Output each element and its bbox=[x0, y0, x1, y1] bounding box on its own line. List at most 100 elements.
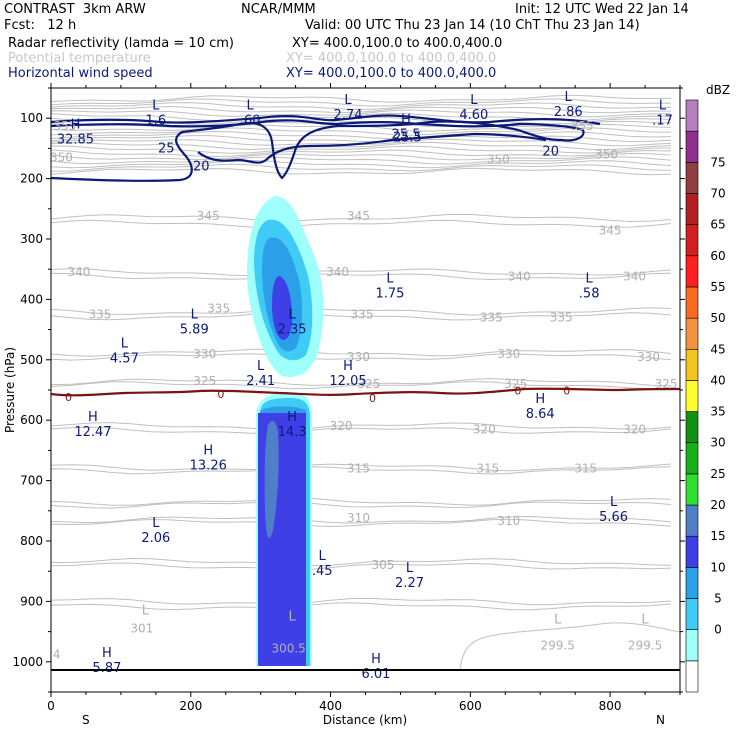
center-title: NCAR/MMM bbox=[241, 2, 316, 17]
theta-label: 340 bbox=[68, 265, 91, 279]
theta-contour-line bbox=[51, 426, 672, 435]
theta-label: 315 bbox=[347, 462, 370, 476]
theta-contour-line bbox=[51, 463, 672, 472]
extremum-value: 1.6 bbox=[145, 114, 166, 129]
colorbar-label: 20 bbox=[710, 498, 725, 512]
reflectivity-upper-20dbz bbox=[272, 276, 293, 340]
colorbar-swatch bbox=[685, 598, 699, 630]
colorbar-label: 30 bbox=[710, 436, 725, 450]
colorbar-label: 0 bbox=[714, 623, 722, 637]
colorbar-unit: dBZ bbox=[706, 83, 730, 97]
theta-contour-line bbox=[51, 515, 672, 524]
extremum-marker: L bbox=[406, 561, 414, 576]
theta-label: 335 bbox=[550, 311, 573, 325]
extremum-marker: L bbox=[288, 610, 296, 625]
extremum-value: 12.47 bbox=[74, 425, 111, 440]
colorbar-swatch bbox=[685, 660, 699, 693]
extremum-value: 25.5 bbox=[392, 127, 421, 142]
valid-time: Valid: 00 UTC Thu 23 Jan 14 (10 ChT Thu … bbox=[305, 18, 640, 33]
theta-label: 330 bbox=[497, 347, 520, 361]
extremum-marker: H bbox=[535, 392, 545, 407]
theta-contour-line bbox=[51, 130, 672, 140]
theta-label: 350 bbox=[487, 152, 510, 166]
theta-label: 310 bbox=[497, 514, 520, 528]
theta-label: 330 bbox=[347, 350, 370, 364]
extremum-value: 2.27 bbox=[395, 576, 424, 591]
theta-contour-line bbox=[51, 94, 672, 103]
theta-label: 330 bbox=[637, 350, 660, 364]
colorbar-swatch bbox=[685, 567, 699, 599]
colorbar-swatch bbox=[685, 473, 699, 506]
theta-contour-line bbox=[51, 268, 672, 277]
theta-label: 335 bbox=[88, 308, 111, 322]
extremum-marker: H bbox=[71, 117, 81, 132]
colorbar-swatch bbox=[685, 99, 699, 132]
extremum-marker: L bbox=[121, 337, 129, 352]
colorbar-swatch bbox=[685, 317, 699, 350]
theta-label: 315 bbox=[476, 462, 499, 476]
theta-label: 345 bbox=[347, 209, 370, 223]
freezing-level-label: 0 bbox=[369, 392, 376, 405]
field-reflectivity-xy: XY= 400.0,100.0 to 400.0,400.0 bbox=[292, 36, 503, 51]
theta-label: 305 bbox=[372, 558, 395, 572]
x-tick-label: 800 bbox=[599, 699, 622, 713]
theta-label: 345 bbox=[599, 224, 622, 238]
colorbar: 0 5 10 15 20 25 30 35 40 45 50 55 60 65 70 75 bbox=[685, 99, 726, 693]
extremum-value: 2.86 bbox=[554, 105, 583, 120]
theta-contour-line bbox=[51, 159, 672, 169]
colorbar-label: 25 bbox=[710, 467, 725, 481]
colorbar-swatch bbox=[685, 162, 699, 194]
extremum-value: 32.85 bbox=[57, 132, 94, 147]
y-tick-label: 100 bbox=[20, 111, 43, 125]
theta-label: 350 bbox=[595, 147, 618, 161]
extremum-value: 5.66 bbox=[599, 510, 628, 525]
extremum-value: 2.06 bbox=[141, 531, 170, 546]
theta-label: 340 bbox=[508, 269, 531, 283]
theta-contour-line bbox=[51, 163, 672, 172]
extremum-value: 5.87 bbox=[92, 661, 121, 676]
extremum-marker: L bbox=[319, 549, 327, 564]
colorbar-swatch bbox=[685, 442, 699, 475]
freezing-level-label: 0 bbox=[217, 388, 224, 401]
theta-contour-line bbox=[51, 156, 672, 165]
extremum-value: 8.64 bbox=[526, 407, 555, 422]
theta-label: 300.5 bbox=[271, 642, 305, 656]
y-tick-label: 300 bbox=[20, 232, 43, 246]
extremum-marker: H bbox=[343, 359, 353, 374]
wind-speed-label: 25 bbox=[158, 141, 175, 156]
init-time: Init: 12 UTC Wed 22 Jan 14 bbox=[515, 2, 689, 17]
theta-contour-line bbox=[51, 312, 672, 321]
y-tick-label: 800 bbox=[20, 534, 43, 548]
extremum-marker: L bbox=[288, 308, 296, 323]
theta-contour-line bbox=[51, 597, 672, 606]
extremum-value: 2.35 bbox=[278, 323, 307, 338]
extremum-value: 12.05 bbox=[329, 374, 366, 389]
extremum-marker: L bbox=[247, 99, 255, 114]
theta-contour-line bbox=[51, 213, 672, 223]
colorbar-label: 10 bbox=[710, 560, 725, 574]
wind-speed-label: 20 bbox=[542, 144, 559, 159]
y-tick-label: 400 bbox=[20, 292, 43, 306]
extremum-marker: L bbox=[641, 613, 649, 628]
wind-speed-label: 20 bbox=[193, 160, 210, 175]
potential-temperature-contours bbox=[51, 94, 680, 671]
theta-label: 340 bbox=[326, 265, 349, 279]
extremum-marker: H bbox=[102, 646, 112, 661]
field-wind-xy: XY= 400.0,100.0 to 400.0,400.0 bbox=[286, 66, 497, 81]
theta-contour-line bbox=[51, 557, 672, 567]
theta-label: 310 bbox=[347, 511, 370, 525]
theta-contour-line bbox=[51, 378, 672, 387]
extremum-marker: L bbox=[257, 359, 265, 374]
model-title: CONTRAST 3km ARW bbox=[4, 2, 146, 17]
colorbar-swatch bbox=[685, 224, 699, 257]
extremum-value: .17 bbox=[652, 114, 673, 129]
extremum-value: 5.89 bbox=[180, 323, 209, 338]
y-axis-title: Pressure (hPa) bbox=[3, 347, 17, 433]
extremum-marker: L bbox=[142, 604, 150, 619]
extremum-value: 4.57 bbox=[110, 352, 139, 367]
colorbar-swatch bbox=[685, 255, 699, 288]
theta-contour-line bbox=[51, 422, 672, 431]
extremum-marker: H bbox=[287, 410, 297, 425]
